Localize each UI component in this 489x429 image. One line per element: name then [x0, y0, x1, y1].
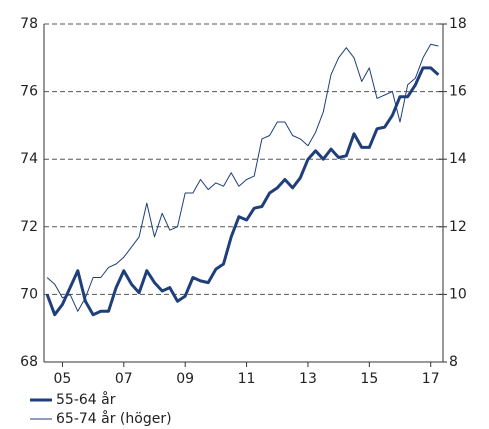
- x-tick-label: 11: [238, 371, 256, 387]
- y2-tick-label: 10: [449, 286, 467, 302]
- x-tick-label: 13: [299, 371, 317, 387]
- x-tick-label: 09: [176, 371, 194, 387]
- x-tick-label: 17: [422, 371, 440, 387]
- y-tick-label: 74: [20, 151, 38, 167]
- y-tick-label: 78: [20, 16, 38, 32]
- y-tick-label: 68: [20, 354, 38, 370]
- x-tick-label: 05: [54, 371, 72, 387]
- y2-tick-label: 12: [449, 219, 467, 235]
- y2-tick-label: 18: [449, 16, 467, 32]
- series-line: [46, 43, 439, 312]
- series-line: [45, 66, 440, 317]
- x-tick-label: 07: [115, 371, 133, 387]
- legend-label: 55-64 år: [56, 391, 116, 408]
- legend-label: 65-74 år (höger): [56, 410, 172, 427]
- y2-tick-label: 14: [449, 151, 467, 167]
- y2-tick-label: 8: [449, 354, 458, 370]
- x-tick-label: 15: [360, 371, 378, 387]
- y-tick-label: 72: [20, 219, 38, 235]
- y-tick-label: 70: [20, 286, 38, 302]
- y2-tick-label: 16: [449, 84, 467, 100]
- y-tick-label: 76: [20, 84, 38, 100]
